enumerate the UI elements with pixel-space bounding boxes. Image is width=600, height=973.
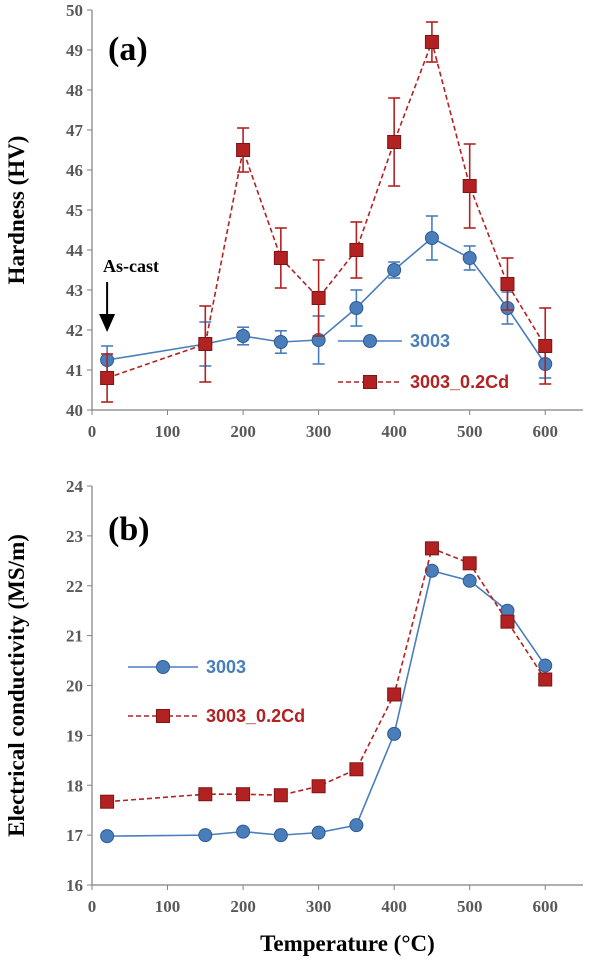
data-point: [462, 251, 477, 265]
data-point: [236, 143, 251, 157]
data-point: [387, 726, 402, 741]
series-3003-0-2cd: [100, 21, 553, 403]
series-line: [107, 547, 546, 803]
panel-label: (b): [108, 511, 150, 548]
x-tick-label: 0: [88, 897, 97, 916]
data-point: [273, 251, 288, 265]
data-point: [236, 329, 251, 343]
x-tick-label: 0: [88, 422, 97, 441]
x-tick-label: 500: [457, 897, 483, 916]
panel-label: (a): [108, 31, 148, 68]
x-tick-label: 100: [155, 422, 181, 441]
data-point: [387, 687, 402, 702]
data-point: [273, 335, 288, 349]
y-tick-label: 19: [66, 726, 83, 745]
x-tick-label: 200: [230, 422, 256, 441]
y-tick-label: 49: [66, 41, 83, 60]
x-tick-label: 500: [457, 422, 483, 441]
y-tick-label: 47: [66, 121, 84, 140]
data-point: [538, 339, 553, 353]
y-tick-label: 24: [66, 477, 84, 496]
x-tick-label: 200: [230, 897, 256, 916]
data-point: [462, 179, 477, 193]
data-point: [349, 243, 364, 257]
y-tick-label: 21: [66, 627, 83, 646]
data-point: [387, 263, 402, 277]
data-point: [424, 35, 439, 49]
x-tick-label: 300: [306, 422, 332, 441]
y-tick-label: 42: [66, 321, 83, 340]
data-point: [500, 277, 515, 291]
data-point: [387, 135, 402, 149]
data-point: [349, 762, 364, 777]
data-point: [198, 787, 213, 802]
y-tick-label: 18: [66, 776, 83, 795]
legend-label: 3003: [206, 657, 246, 677]
series-3003: [100, 563, 553, 844]
series-line: [106, 237, 546, 365]
data-point: [100, 794, 115, 809]
series-3003: [100, 215, 553, 379]
y-axis-label: Electrical conductivity (MS/m): [4, 534, 29, 837]
y-tick-label: 20: [66, 677, 83, 696]
y-tick-label: 43: [66, 281, 83, 300]
as-cast-annotation: As-cast: [103, 256, 159, 276]
legend-marker: [156, 709, 170, 723]
data-point: [311, 779, 326, 794]
x-tick-label: 400: [381, 897, 407, 916]
data-point: [424, 231, 439, 245]
y-tick-label: 45: [66, 201, 83, 220]
data-point: [349, 301, 364, 315]
data-point: [500, 614, 515, 629]
data-point: [198, 828, 213, 843]
data-point: [349, 818, 364, 833]
legend-label: 3003_0.2Cd: [206, 706, 305, 726]
x-tick-label: 600: [532, 897, 558, 916]
y-tick-label: 40: [66, 401, 83, 420]
legend-marker: [363, 375, 377, 389]
legend-marker: [363, 334, 377, 348]
as-cast-arrow-head: [99, 314, 116, 332]
y-tick-label: 22: [66, 577, 83, 596]
data-point: [273, 828, 288, 843]
data-point: [538, 658, 553, 673]
y-tick-label: 16: [66, 876, 83, 895]
series-line: [106, 39, 546, 379]
legend: 3003 3003_0.2Cd: [338, 331, 509, 392]
data-point: [538, 672, 553, 687]
legend-marker: [156, 660, 170, 674]
data-point: [311, 291, 326, 305]
data-point: [100, 829, 115, 844]
y-tick-label: 48: [66, 81, 83, 100]
x-tick-label: 300: [306, 897, 332, 916]
series-3003-0-2cd: [100, 541, 553, 809]
panel-b-conductivity-chart: 16 17 18 19 20 21 22 23 24 0 100 200 300 400 500 600 Ele…: [4, 477, 583, 956]
data-point: [462, 573, 477, 588]
x-tick-label: 400: [381, 422, 407, 441]
data-point: [424, 563, 439, 578]
y-tick-label: 41: [66, 361, 83, 380]
data-point: [311, 825, 326, 840]
x-axis-label: Temperature (°C): [260, 931, 435, 956]
data-point: [462, 556, 477, 571]
legend-label: 3003: [410, 331, 450, 351]
data-point: [198, 337, 213, 351]
data-point: [236, 787, 251, 802]
y-tick-label: 17: [66, 826, 84, 845]
x-tick-label: 600: [532, 422, 558, 441]
y-tick-label: 46: [66, 161, 83, 180]
y-tick-label: 23: [66, 527, 83, 546]
x-tick-label: 100: [155, 897, 181, 916]
data-point: [236, 824, 251, 839]
y-tick-label: 44: [66, 241, 84, 260]
data-point: [273, 788, 288, 803]
y-axis-label: Hardness (HV): [4, 136, 29, 285]
legend-label: 3003_0.2Cd: [410, 372, 509, 392]
legend: 3003 3003_0.2Cd: [128, 657, 305, 726]
data-point: [100, 371, 115, 385]
y-tick-label: 50: [66, 1, 83, 20]
data-point: [424, 541, 439, 556]
